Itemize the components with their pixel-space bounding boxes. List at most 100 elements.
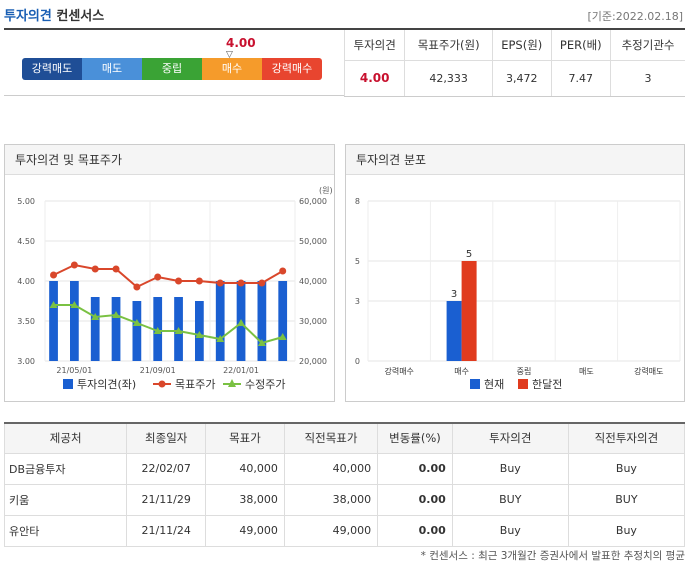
adjusted-price-point xyxy=(49,301,58,308)
category-label: 매수 xyxy=(454,367,469,376)
adjusted-price-point xyxy=(91,313,100,320)
opinion-bar xyxy=(278,281,288,361)
adjusted-price-point xyxy=(153,327,162,334)
gauge-segment-strong-buy: 강력매수 xyxy=(262,58,322,80)
category-label: 강력매도 xyxy=(634,366,663,376)
legend-swatch xyxy=(158,380,166,388)
cell-provider: 유안타 xyxy=(3,514,128,547)
gauge-segment-strong-sell: 강력매도 xyxy=(22,58,82,80)
adjusted-price-point xyxy=(70,301,79,308)
adjusted-price-point xyxy=(257,339,266,346)
gauge-pointer-icon: ▽ xyxy=(226,50,233,60)
legend-label: 현재 xyxy=(484,378,504,391)
target-price-point xyxy=(50,271,58,279)
summary-header: 투자의견 xyxy=(343,30,405,61)
summary-eps: 3,472 xyxy=(491,60,552,97)
summary-header: 추정기관수 xyxy=(610,30,685,61)
cell-opinion: Buy xyxy=(451,514,569,547)
gauge-value: 4.00 xyxy=(226,36,256,50)
title-secondary: 컨센서스 xyxy=(56,9,105,24)
opinion-target-panel: 투자의견 및 목표주가 5.00 60,000 4.50 50,000 4.00 40,0… xyxy=(4,144,335,402)
legend-label: 목표주가 xyxy=(175,378,215,391)
target-price-point xyxy=(133,283,141,291)
cell-prev-opinion: Buy xyxy=(567,452,686,485)
opinion-gauge-box xyxy=(4,30,344,96)
reference-date: [기준:2022.02.18] xyxy=(587,10,683,23)
cell-change-rate: 0.00 xyxy=(377,452,453,485)
target-price-point xyxy=(112,265,120,273)
summary-per: 7.47 xyxy=(550,60,611,97)
table-row: DB금융투자 22/02/07 40,000 40,000 0.00 Buy Buy xyxy=(3,452,686,485)
x-tick-label: 21/09/01 xyxy=(140,366,176,375)
cell-final-date: 22/02/07 xyxy=(126,452,207,485)
right-tick-label: 30,000 xyxy=(299,317,327,326)
cell-provider: DB금융투자 xyxy=(3,452,128,485)
page-title: 투자의견 컨센서스 xyxy=(4,5,104,24)
category-label: 중립 xyxy=(517,367,532,376)
cell-prev-target-price: 38,000 xyxy=(283,483,379,516)
distribution-bar xyxy=(446,301,462,361)
target-price-point xyxy=(195,277,203,285)
opinion-bar xyxy=(49,281,58,361)
opinion-bar xyxy=(70,281,79,361)
adjusted-price-point xyxy=(278,333,287,340)
opinion-distribution-panel: 투자의견 분포 8 5 3 0 강력매수 매수 3 5 중립 매도 강력매도 현재 한달전 xyxy=(345,144,685,402)
header-divider xyxy=(4,28,685,30)
detail-header: 목표가 xyxy=(205,422,285,454)
data-label: 5 xyxy=(466,249,472,260)
left-tick-label: 3.50 xyxy=(17,317,35,326)
legend-label: 투자의견(좌) xyxy=(77,378,136,391)
left-tick-label: 4.00 xyxy=(17,277,35,286)
detail-header: 투자의견 xyxy=(451,422,569,454)
legend-swatch xyxy=(228,379,236,387)
target-price-line xyxy=(53,263,284,289)
summary-header: EPS(원) xyxy=(491,30,552,61)
cell-prev-opinion: Buy xyxy=(567,514,686,547)
summary-target-price: 42,333 xyxy=(404,60,493,97)
detail-header: 최종일자 xyxy=(126,422,207,454)
y-tick-label: 0 xyxy=(355,357,360,366)
right-axis-unit: (원) xyxy=(319,186,333,195)
adjusted-price-point xyxy=(195,331,204,338)
cell-final-date: 21/11/24 xyxy=(126,514,207,547)
legend-swatch xyxy=(470,379,480,389)
target-price-point xyxy=(237,279,245,287)
adjusted-price-point xyxy=(132,319,141,326)
cell-final-date: 21/11/29 xyxy=(126,483,207,516)
cell-prev-target-price: 40,000 xyxy=(283,452,379,485)
adjusted-price-point xyxy=(237,319,246,326)
summary-opinion: 4.00 xyxy=(343,60,405,97)
x-tick-label: 22/01/01 xyxy=(223,366,259,375)
cell-change-rate: 0.00 xyxy=(377,514,453,547)
panel-title: 투자의견 분포 xyxy=(346,145,684,175)
right-tick-label: 50,000 xyxy=(299,237,327,246)
opinion-bar xyxy=(90,297,100,361)
cell-target-price: 40,000 xyxy=(205,452,285,485)
cell-opinion: BUY xyxy=(451,483,569,516)
right-tick-label: 60,000 xyxy=(299,197,327,206)
adjusted-price-line xyxy=(53,304,283,345)
opinion-bar xyxy=(257,281,267,361)
target-price-point xyxy=(154,273,162,281)
x-tick-label: 21/05/01 xyxy=(56,366,92,375)
y-tick-label: 5 xyxy=(355,257,360,266)
footnote: * 컨센서스 : 최근 3개월간 증권사에서 발표한 추정치의 평균 xyxy=(420,550,685,562)
target-price-point xyxy=(258,279,266,287)
opinion-target-chart: 5.00 60,000 4.50 50,000 4.00 40,000 3.50 30,000… xyxy=(17,186,333,391)
category-label: 강력매수 xyxy=(384,366,413,376)
detail-header: 직전목표가 xyxy=(283,422,379,454)
cell-prev-target-price: 49,000 xyxy=(283,514,379,547)
target-price-point xyxy=(175,277,183,285)
opinion-bar xyxy=(111,297,121,361)
detail-header: 직전투자의견 xyxy=(567,422,686,454)
legend-label: 수정주가 xyxy=(245,378,285,391)
title-primary: 투자의견 xyxy=(4,9,52,24)
opinion-bar xyxy=(132,301,142,361)
cell-opinion: Buy xyxy=(451,452,569,485)
summary-institutions: 3 xyxy=(610,60,685,97)
adjusted-price-point xyxy=(174,327,183,334)
table-row: 키움 21/11/29 38,000 38,000 0.00 BUY BUY xyxy=(3,483,686,516)
right-tick-label: 40,000 xyxy=(299,277,327,286)
summary-header: PER(배) xyxy=(550,30,611,61)
